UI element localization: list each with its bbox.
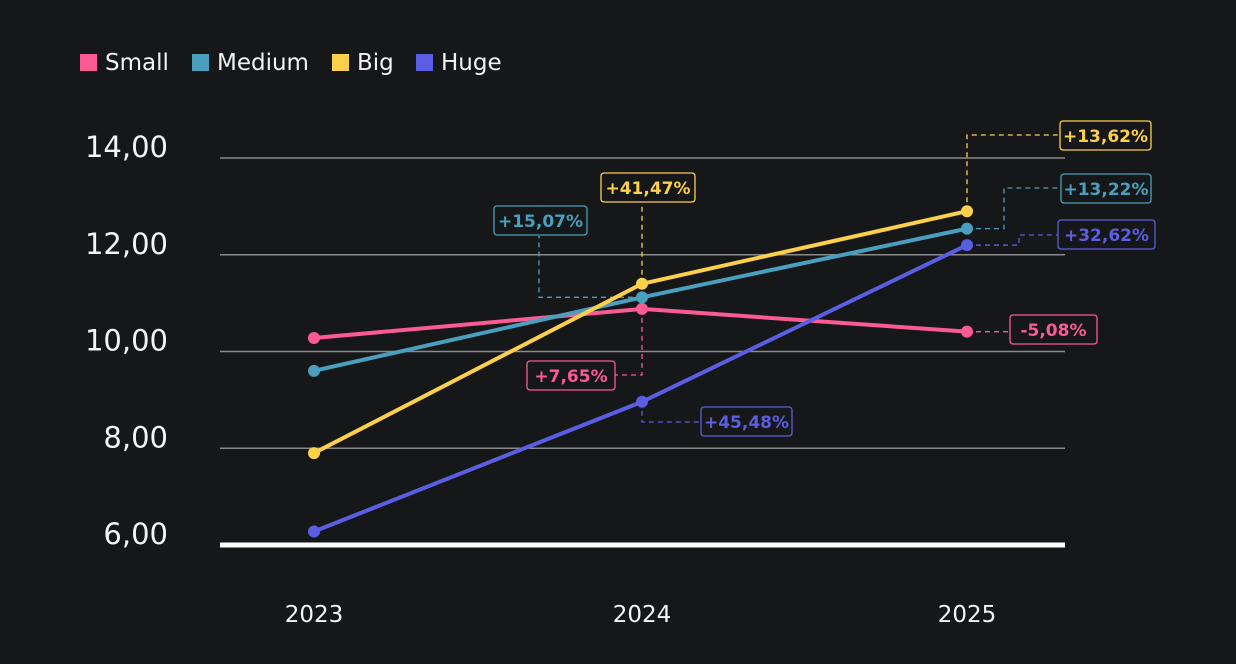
annotation-label: +13,22% <box>1063 180 1148 200</box>
annotation-box <box>1060 173 1152 204</box>
data-point-huge <box>636 395 648 408</box>
annotation-label: -5,08% <box>1020 321 1086 341</box>
data-point-small <box>961 325 973 338</box>
annotation-connector <box>967 234 1058 246</box>
legend-swatch <box>416 54 433 71</box>
data-point-huge <box>961 239 973 252</box>
annotation-label: +32,62% <box>1064 226 1149 246</box>
y-axis: 6,00 8,00 10,00 12,00 14,00 <box>85 130 168 551</box>
annotation-connector <box>538 236 642 298</box>
x-tick-label: 2023 <box>285 602 344 628</box>
annotation-box <box>700 406 793 437</box>
annotation-label: +7,65% <box>534 367 607 387</box>
annotation-label: +45,48% <box>704 413 789 433</box>
legend-swatch <box>332 54 349 71</box>
annotation-box <box>600 172 696 203</box>
legend-label: Medium <box>217 50 309 76</box>
annotations: +7,65% -5,08% +15,07% +13,22% +41,47% +13,62%… <box>493 120 1156 437</box>
y-tick-label: 6,00 <box>103 517 168 551</box>
data-point-small <box>636 302 648 315</box>
annotation-box <box>493 205 588 236</box>
data-point-medium <box>961 222 973 235</box>
legend-swatch <box>192 54 209 71</box>
annotation-connector <box>966 134 1060 212</box>
annotation-connector <box>967 187 1061 230</box>
series-lines <box>312 209 969 534</box>
y-tick-label: 10,00 <box>85 324 168 358</box>
data-point-big <box>308 447 320 460</box>
annotation-connector <box>641 401 701 423</box>
x-tick-label: 2025 <box>938 602 997 628</box>
annotation-box <box>1059 120 1152 151</box>
data-point-big <box>636 277 648 290</box>
annotation-box <box>1009 314 1098 345</box>
data-point-big <box>961 205 973 218</box>
annotation-connector <box>615 308 643 376</box>
y-tick-label: 12,00 <box>85 227 168 261</box>
legend-label: Huge <box>441 50 502 76</box>
data-point-medium <box>308 364 320 377</box>
data-point-medium <box>636 291 648 304</box>
annotation-box <box>526 360 616 391</box>
legend-label: Big <box>357 50 394 76</box>
gridlines <box>220 157 1065 548</box>
annotation-label: +15,07% <box>498 212 583 232</box>
legend-label: Small <box>105 50 169 76</box>
legend: Small Medium Big Huge <box>80 50 502 76</box>
legend-swatch <box>80 54 97 71</box>
annotation-label: +13,62% <box>1063 127 1148 147</box>
y-tick-label: 14,00 <box>85 130 168 164</box>
x-axis: 2023 2024 2025 <box>285 602 997 628</box>
data-point-small <box>308 331 320 344</box>
data-points <box>308 205 973 538</box>
x-tick-label: 2024 <box>613 602 672 628</box>
annotation-label: +41,47% <box>605 179 690 199</box>
annotation-box <box>1057 219 1156 250</box>
y-tick-label: 8,00 <box>103 420 168 454</box>
data-point-huge <box>308 525 320 538</box>
